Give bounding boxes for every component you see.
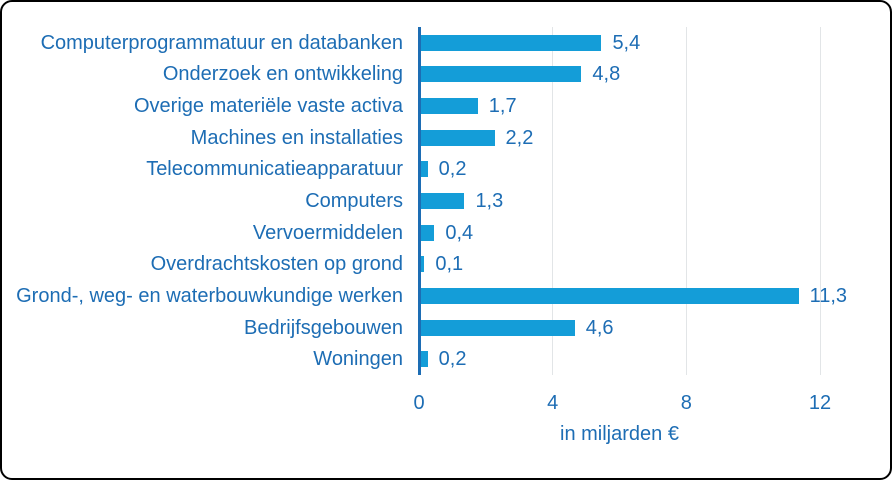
value-label: 0,1 xyxy=(435,253,464,276)
x-tick-label: 8 xyxy=(680,392,692,414)
x-tick-label: 12 xyxy=(808,392,832,414)
value-label: 1,3 xyxy=(475,190,504,212)
value-label: 5,4 xyxy=(612,31,641,54)
bar xyxy=(421,256,425,273)
category-label: Machines en installaties xyxy=(190,126,403,149)
x-tick-label: 4 xyxy=(547,392,559,414)
bar xyxy=(421,161,428,178)
category-label: Vervoermiddelen xyxy=(252,221,403,244)
value-label: 0,2 xyxy=(438,158,467,181)
value-label: 4,6 xyxy=(585,316,614,339)
gridline-x-4 xyxy=(552,27,554,375)
gridline-x-12 xyxy=(819,27,821,375)
category-label: Overige materiële vaste activa xyxy=(133,95,403,118)
bar xyxy=(421,287,799,304)
bar xyxy=(421,98,478,115)
bar xyxy=(421,193,465,209)
category-label: Woningen xyxy=(313,348,403,371)
category-label: Bedrijfsgebouwen xyxy=(244,316,403,339)
y-axis-line xyxy=(418,27,421,375)
category-label: Computerprogrammatuur en databanken xyxy=(40,31,403,54)
value-label: 0,2 xyxy=(438,348,467,371)
gridline-x-8 xyxy=(685,27,687,375)
category-label: Grond-, weg- en waterbouwkundige werken xyxy=(16,284,403,307)
x-axis-title: in miljarden € xyxy=(560,423,679,445)
value-label: 2,2 xyxy=(505,126,534,149)
category-label: Computers xyxy=(305,190,403,212)
bar xyxy=(421,129,495,146)
bar xyxy=(421,319,575,336)
bar xyxy=(421,351,428,368)
bar xyxy=(421,34,602,51)
x-tick-label: 0 xyxy=(413,392,425,414)
bar xyxy=(421,224,435,241)
value-label: 11,3 xyxy=(809,284,848,307)
category-label: Onderzoek en ontwikkeling xyxy=(162,63,403,86)
category-label: Telecommunicatieapparatuur xyxy=(146,158,403,181)
value-label: 0,4 xyxy=(445,221,474,244)
value-label: 4,8 xyxy=(592,63,621,86)
category-label: Overdrachtskosten op grond xyxy=(150,253,403,276)
value-label: 1,7 xyxy=(488,95,517,118)
plot-area: 5,4 4,8 1,7 2,2 0,2 1,3 0,4 0,1 11,3 4,6 0,2 xyxy=(418,27,847,375)
bar xyxy=(421,66,582,83)
